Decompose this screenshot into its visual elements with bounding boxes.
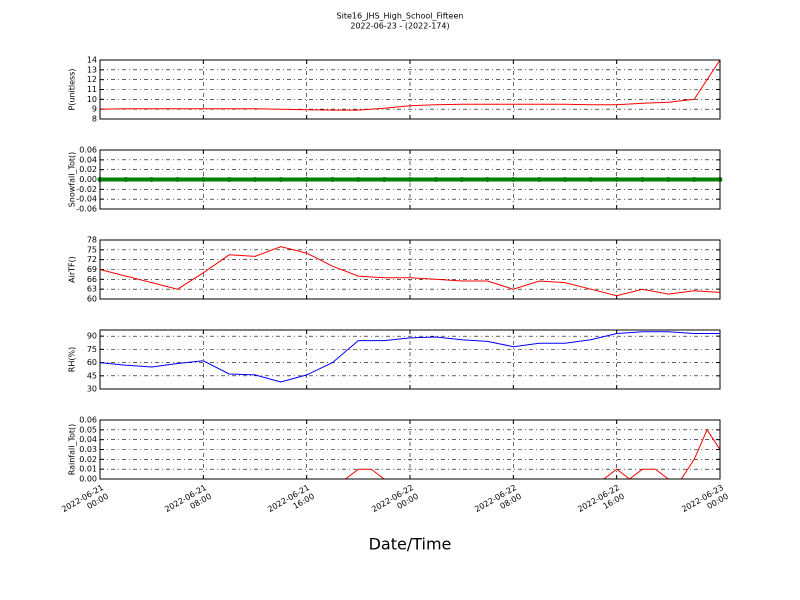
plot-frame	[99, 149, 721, 210]
y-tick-label: 45	[87, 371, 97, 380]
y-axis-label: RH(%)	[68, 347, 77, 372]
data-point	[278, 177, 284, 182]
data-point	[614, 177, 620, 182]
data-point	[640, 177, 645, 182]
data-point	[588, 177, 594, 182]
y-tick-label: 78	[87, 236, 97, 245]
y-tick-label: 69	[87, 265, 97, 274]
y-tick-label: 0.06	[79, 146, 97, 155]
y-tick-label: 0.04	[79, 435, 97, 444]
data-line	[99, 246, 721, 297]
data-point	[510, 177, 516, 182]
data-point	[330, 177, 335, 182]
data-point	[536, 177, 542, 182]
y-tick-label: 60	[87, 295, 97, 304]
y-tick-label: 75	[87, 345, 97, 354]
y-tick-label: -0.06	[76, 205, 97, 214]
data-point	[665, 177, 671, 182]
data-point	[304, 177, 310, 182]
data-point	[149, 177, 155, 182]
plot-frame	[99, 59, 721, 120]
plot-frame	[99, 419, 721, 480]
y-tick-label: 11	[87, 85, 97, 94]
y-tick-label: 90	[87, 332, 97, 341]
y-axis-label: Snowfall_Tot()	[68, 152, 77, 208]
y-tick-label: 14	[87, 56, 97, 65]
data-point	[407, 177, 413, 182]
y-tick-label: 72	[87, 255, 97, 264]
y-tick-label: 0.03	[79, 445, 97, 454]
chart-title: Site16_JHS_High_School_Fifteen	[337, 12, 464, 21]
data-point	[355, 177, 361, 182]
y-tick-label: 0.00	[79, 175, 97, 184]
y-tick-label: 66	[87, 275, 97, 284]
data-point	[175, 177, 180, 182]
y-tick-label: 8	[92, 115, 97, 124]
y-tick-label: 0.02	[79, 455, 97, 464]
y-tick-label: 60	[87, 358, 97, 367]
y-tick-label: -0.04	[76, 195, 97, 204]
chart-subtitle: 2022-06-23 - (2022-174)	[350, 22, 449, 31]
data-point	[252, 177, 258, 182]
data-point	[459, 177, 465, 182]
y-tick-label: 10	[87, 95, 97, 104]
plot-frame	[99, 329, 721, 390]
y-tick-label: 0.00	[79, 475, 97, 484]
y-tick-label: 13	[87, 65, 97, 74]
y-tick-label: 12	[87, 75, 97, 84]
plot-frame	[99, 239, 721, 300]
y-axis-label: P(unitless)	[68, 68, 77, 110]
y-tick-label: 30	[87, 385, 97, 394]
data-line	[99, 59, 721, 111]
data-point	[562, 177, 568, 182]
y-tick-label: 75	[87, 245, 97, 254]
data-point	[691, 177, 697, 182]
y-tick-label: 63	[87, 285, 97, 294]
data-point	[226, 177, 232, 182]
y-axis-label: AirTF()	[68, 256, 77, 283]
y-tick-label: 9	[92, 105, 97, 114]
y-tick-label: 0.06	[79, 416, 97, 425]
data-point	[381, 177, 387, 182]
data-point	[485, 177, 490, 182]
y-tick-label: -0.02	[76, 185, 97, 194]
y-axis-label: Rainfall_Tot()	[68, 424, 77, 476]
data-line	[99, 331, 720, 383]
y-tick-label: 0.05	[79, 425, 97, 434]
data-point	[200, 177, 206, 182]
data-point	[123, 177, 129, 182]
data-point	[433, 177, 439, 182]
y-tick-label: 0.02	[79, 165, 97, 174]
y-tick-label: 0.01	[79, 465, 97, 474]
x-axis-label: Date/Time	[369, 535, 452, 554]
y-tick-label: 0.04	[79, 155, 97, 164]
